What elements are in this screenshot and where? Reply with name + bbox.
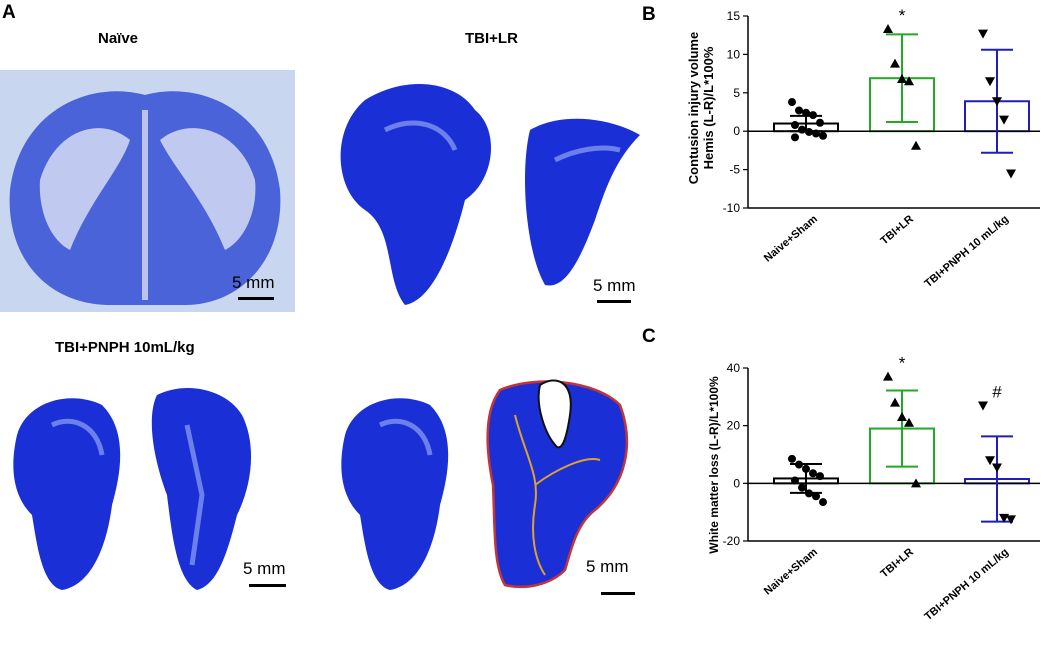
chart-c-y-tick-label: -20 <box>723 534 741 548</box>
chart-c-point <box>904 417 914 427</box>
scale-bar-annotated <box>601 592 635 595</box>
chart-b-point <box>978 29 988 39</box>
chart-b-point <box>904 76 914 86</box>
chart-b-point <box>1006 169 1016 179</box>
brain-section-naive <box>9 91 281 306</box>
scale-bar-tbi-lr <box>597 300 631 303</box>
chart-b-category-label: TBI+PNPH 10 mL/kg <box>922 213 1010 290</box>
chart-b-point <box>897 73 907 83</box>
chart-c-point <box>897 412 907 422</box>
chart-c-category-label: TBI+LR <box>878 546 915 580</box>
chart-b-point <box>791 133 799 142</box>
chart-c-point <box>788 454 796 463</box>
chart-c-point <box>795 460 803 469</box>
chart-b-significance-mark: * <box>899 6 906 25</box>
chart-b-category-label: Naive+Sham <box>762 213 820 265</box>
image-label-tbi-lr: TBI+LR <box>465 30 518 47</box>
chart-b-point <box>816 118 824 127</box>
scale-bar-naive <box>238 297 274 300</box>
image-naive <box>0 70 295 312</box>
image-tbi-pnph <box>2 375 292 600</box>
chart-c-point <box>798 483 806 492</box>
chart-c-y-tick-label: 0 <box>733 476 740 490</box>
scale-label-annotated: 5 mm <box>586 557 629 576</box>
chart-b-point <box>788 98 796 107</box>
brain-section-annotated <box>341 379 629 590</box>
chart-b-y-tick-label: 0 <box>733 124 740 138</box>
chart-c-y-tick-label: 40 <box>727 361 741 375</box>
chart-c-y-tick-label: 20 <box>727 419 741 433</box>
panel-c-letter: C <box>642 326 656 347</box>
image-label-naive: Naïve <box>98 30 139 47</box>
chart-b-y-tick-label: -5 <box>729 163 740 177</box>
chart-c-point <box>911 478 921 488</box>
chart-b-point <box>791 121 799 130</box>
chart-b-point <box>999 115 1009 125</box>
chart-c-category-label: Naive+Sham <box>762 546 820 598</box>
chart-c-point <box>985 456 995 466</box>
chart-c-point <box>812 492 820 501</box>
panel-b-letter: B <box>642 4 656 25</box>
brain-section-tbi-pnph <box>13 387 252 590</box>
chart-b-point <box>802 108 810 117</box>
panel-a-letter: A <box>2 2 16 23</box>
chart-c-point <box>819 498 827 507</box>
chart-c-point <box>883 371 893 381</box>
chart-c-point <box>1006 515 1016 525</box>
image-annotated <box>335 375 645 600</box>
chart-b-y-tick-label: 10 <box>727 47 741 61</box>
chart-c-point <box>805 489 813 498</box>
chart-c-point <box>809 469 817 478</box>
image-label-tbi-pnph: TBI+PNPH 10mL/kg <box>55 339 195 356</box>
chart-c-point <box>978 401 988 411</box>
chart-b-point <box>805 127 813 136</box>
chart-c-point <box>992 463 1002 473</box>
chart-b-point <box>911 140 921 150</box>
chart-b-y-tick-label: 15 <box>727 9 741 23</box>
chart-b-ylabel-line1: Contusion injury volume <box>686 32 701 184</box>
chart-b-point <box>883 24 893 34</box>
chart-b-point <box>809 111 817 120</box>
chart-c-significance-mark: # <box>992 382 1002 401</box>
chart-c-point <box>890 397 900 407</box>
chart-b-point <box>890 58 900 68</box>
chart-c-point <box>791 476 799 485</box>
scale-label-tbi-pnph: 5 mm <box>243 559 286 578</box>
scale-bar-tbi-pnph <box>249 584 286 587</box>
chart-b: Contusion injury volume Hemis (L-R)/L*10… <box>686 6 1040 290</box>
chart-c-point <box>802 464 810 473</box>
chart-b-point <box>819 131 827 140</box>
chart-c-ylabel: White matter loss (L-R)/L*100% <box>707 376 721 554</box>
brain-section-tbi-lr <box>340 83 640 306</box>
chart-b-y-tick-label: 5 <box>733 86 740 100</box>
scale-label-naive: 5 mm <box>232 273 275 292</box>
chart-b-category-label: TBI+LR <box>878 213 915 247</box>
chart-b-point <box>985 77 995 87</box>
chart-b-ylabel-line2: Hemis (L-R)/L*100% <box>701 46 716 169</box>
chart-b-y-tick-label: -10 <box>723 201 741 215</box>
chart-c-significance-mark: * <box>899 354 906 373</box>
chart-b-point <box>798 125 806 134</box>
chart-c-category-label: TBI+PNPH 10 mL/kg <box>922 546 1010 623</box>
chart-c-point <box>816 472 824 481</box>
scale-label-tbi-lr: 5 mm <box>593 276 636 295</box>
chart-c: White matter loss (L-R)/L*100% 40 20 0 -20 *… <box>707 354 1040 623</box>
chart-b-point <box>795 106 803 115</box>
image-tbi-lr <box>325 70 645 315</box>
chart-b-point <box>992 97 1002 107</box>
chart-b-point <box>812 129 820 138</box>
